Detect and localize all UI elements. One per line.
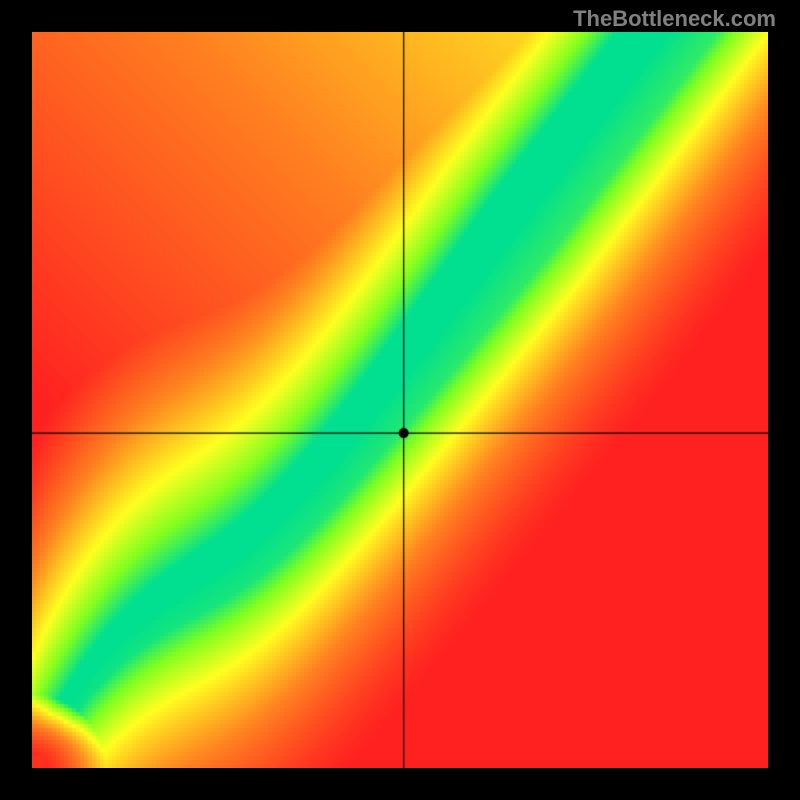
heatmap-plot	[32, 32, 768, 768]
heatmap-canvas	[32, 32, 768, 768]
watermark-text: TheBottleneck.com	[573, 6, 776, 32]
